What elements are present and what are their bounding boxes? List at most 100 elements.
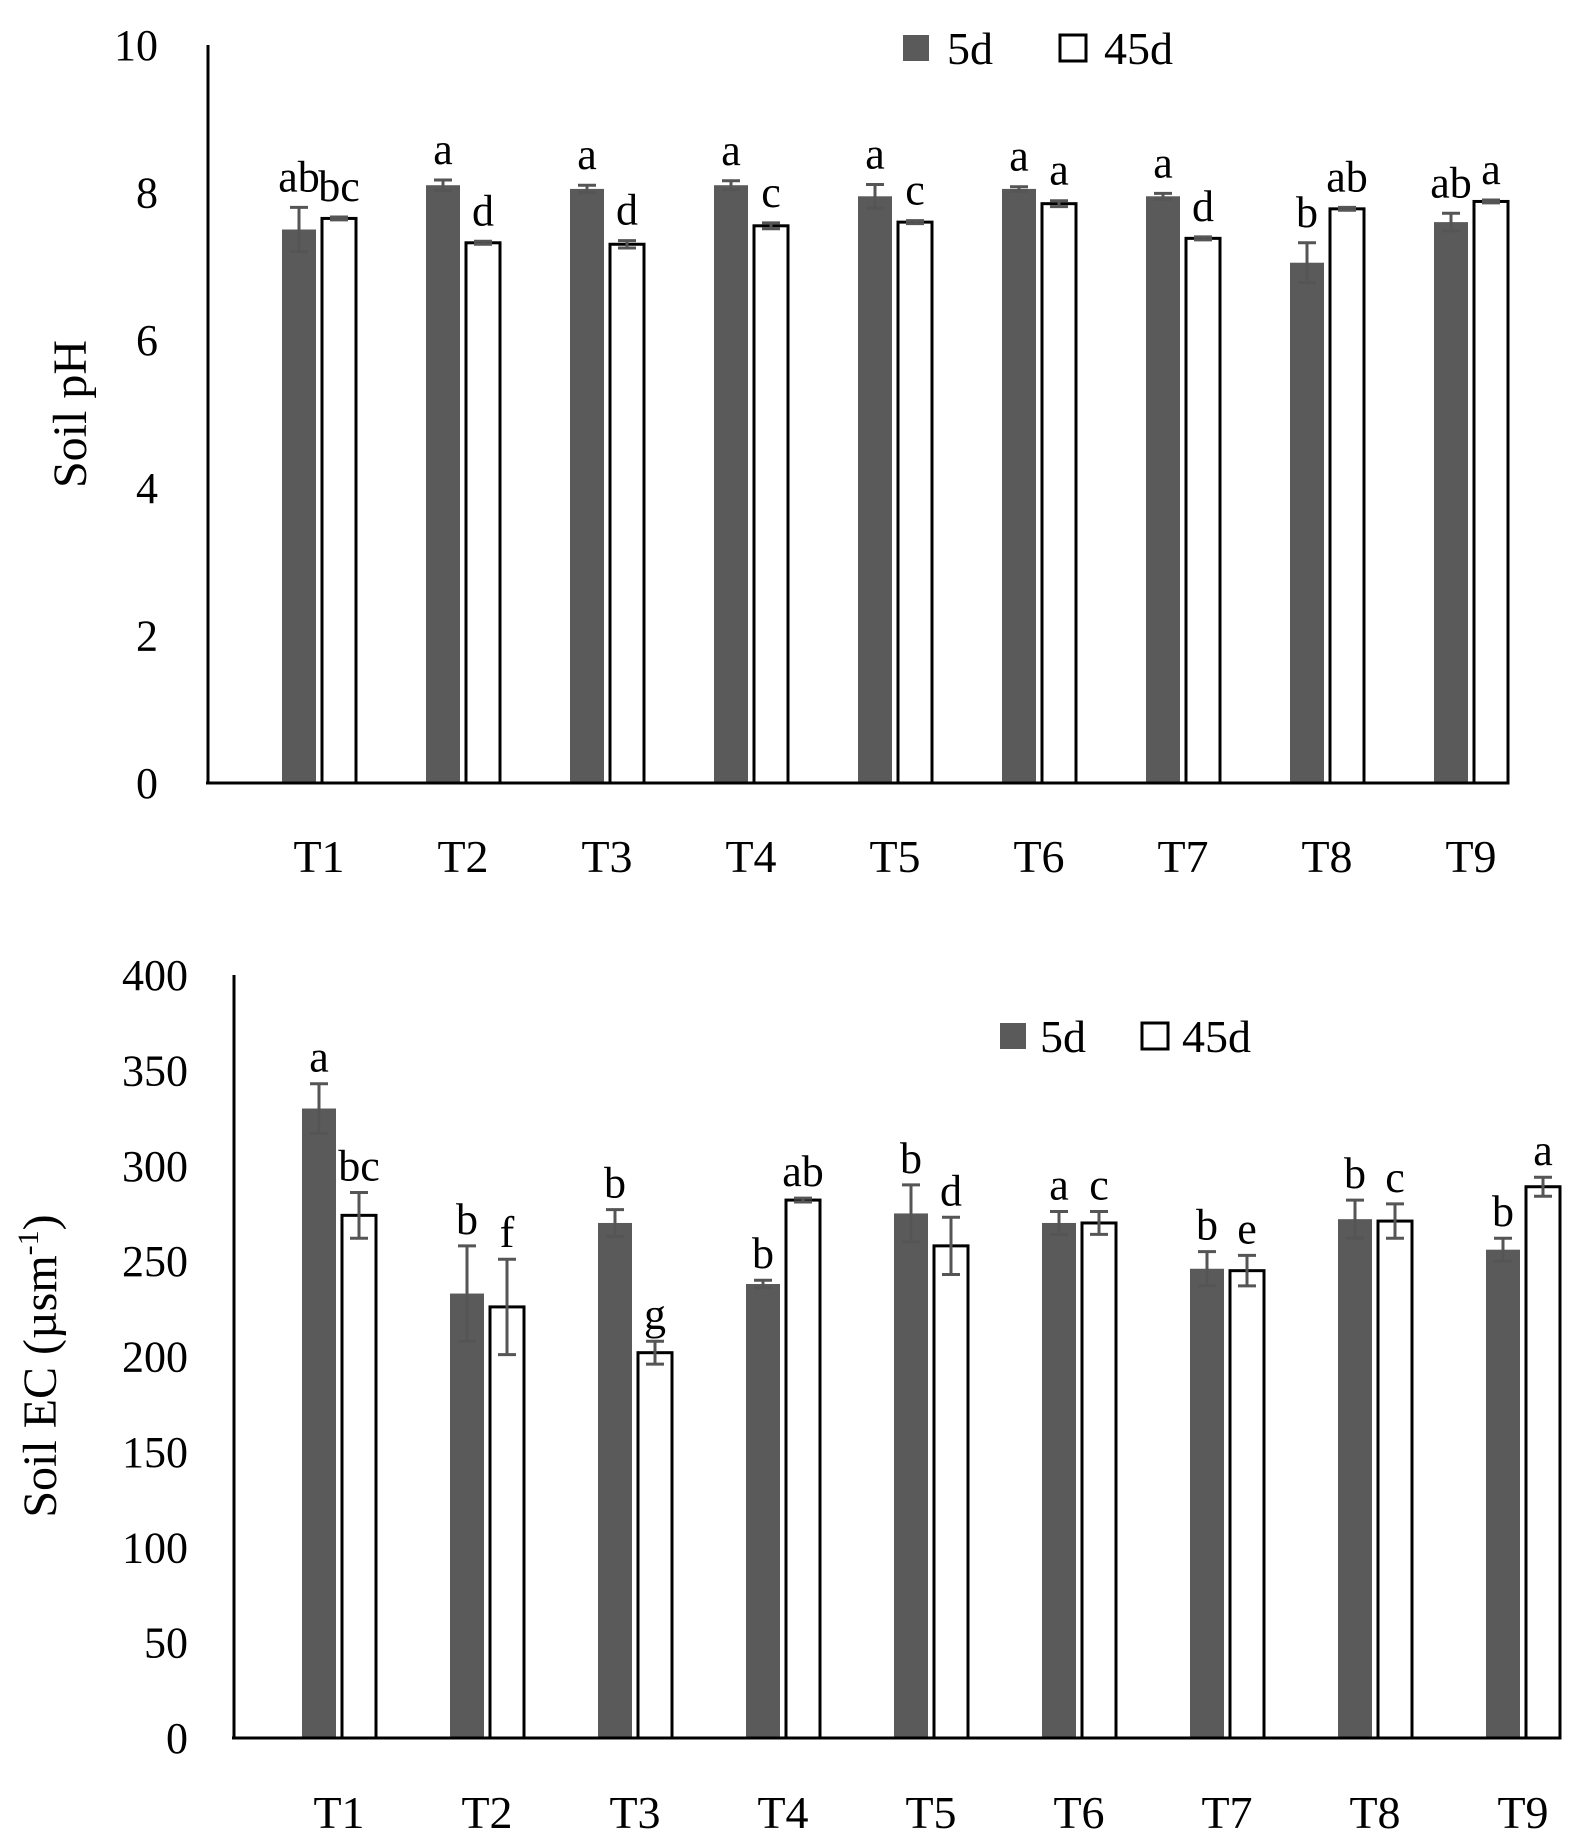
bar-45d-T3 [608,242,646,785]
sig-letter-45d-T3: d [616,186,638,235]
legend-swatch-45d [1140,1021,1170,1051]
bar-45d-T5 [932,1244,970,1740]
x-category-label: T2 [461,1787,512,1836]
bar-45d-T1 [340,1213,378,1740]
y-axis-title: Soil pH [44,340,97,488]
sig-letter-5d-T7: a [1153,138,1173,187]
sig-letter-45d-T4: ab [782,1147,824,1196]
legend-label-5d: 5d [947,23,993,74]
y-tick-label: 8 [136,169,158,218]
bar-5d-T9 [1434,222,1468,783]
y-tick-label: 100 [122,1523,188,1572]
y-tick-label: 0 [166,1714,188,1763]
y-axis-title-text: Soil pH [44,340,97,488]
y-tick-label: 0 [136,759,158,808]
legend-label-5d: 5d [1040,1011,1086,1062]
sig-letter-5d-T8: b [1296,188,1318,237]
y-axis-title: Soil EC (µsm-1) [12,1214,67,1517]
bar-45d-T9 [1472,199,1510,785]
bar-45d-T4 [752,224,790,785]
legend-label-45d: 45d [1104,23,1173,74]
sig-letter-45d-T5: c [905,166,925,215]
x-category-label: T6 [1053,1787,1104,1836]
bar-45d-T8 [1328,207,1366,785]
sig-letter-45d-T7: e [1237,1204,1257,1253]
sig-letter-5d-T3: a [577,130,597,179]
legend-swatch-45d [1058,33,1088,63]
bar-45d-T4 [784,1198,822,1740]
x-category-label: T8 [1349,1787,1400,1836]
sig-letter-5d-T5: b [900,1134,922,1183]
bar-5d-T3 [570,188,604,783]
x-category-label: T2 [437,831,488,882]
sig-letter-45d-T6: c [1089,1161,1109,1210]
sig-letter-5d-T7: b [1196,1201,1218,1250]
sig-letter-45d-T1: bc [338,1141,380,1190]
x-category-label: T3 [609,1787,660,1836]
bar-45d-T3 [636,1351,674,1740]
y-axis-title-superscript: -1 [12,1230,45,1255]
sig-letter-5d-T5: a [865,129,885,178]
y-tick-label: 200 [122,1333,188,1382]
bar-5d-T4 [714,185,748,784]
bar-5d-T7 [1190,1268,1224,1738]
y-tick-label: 10 [114,21,158,70]
sig-letter-5d-T6: a [1049,1161,1069,1210]
bar-5d-T1 [302,1108,336,1738]
sig-letter-5d-T8: b [1344,1149,1366,1198]
bar-45d-T1 [320,216,358,785]
x-category-label: T7 [1201,1787,1252,1836]
sig-letter-45d-T1: bc [318,162,360,211]
bar-45d-T7 [1184,236,1222,785]
bar-5d-T8 [1290,262,1324,784]
y-tick-label: 4 [136,464,158,513]
bar-5d-T5 [858,196,892,784]
x-category-label: T4 [757,1787,808,1836]
sig-letter-5d-T9: b [1492,1187,1514,1236]
sig-letter-45d-T2: f [500,1208,515,1257]
x-category-label: T5 [869,831,920,882]
sig-letter-5d-T6: a [1009,132,1029,181]
x-category-label: T6 [1013,831,1064,882]
bar-45d-T2 [464,241,502,785]
bar-45d-T5 [896,220,934,785]
y-tick-label: 300 [122,1142,188,1191]
sig-letter-5d-T1: ab [278,152,320,201]
y-tick-label: 400 [122,951,188,1000]
sig-letter-5d-T4: a [721,126,741,175]
sig-letter-5d-T9: ab [1430,158,1472,207]
bar-5d-T1 [282,229,316,783]
chart-ec: 0 50 100 150 200 250 300 350 400 Soil EC (µsm-1) a… [12,951,1562,1838]
y-tick-label: 150 [122,1428,188,1477]
sig-letter-45d-T9: a [1533,1126,1553,1175]
bar-5d-T6 [1002,188,1036,783]
x-category-label: T9 [1497,1787,1548,1836]
sig-letter-5d-T2: b [456,1195,478,1244]
sig-letter-45d-T2: d [472,186,494,235]
legend-swatch-5d [903,35,929,61]
legend-label-45d: 45d [1182,1011,1251,1062]
y-tick-label: 250 [122,1237,188,1286]
bar-5d-T3 [598,1222,632,1738]
bar-5d-T7 [1146,196,1180,784]
sig-letter-45d-T7: d [1192,182,1214,231]
sig-letter-45d-T4: c [761,168,781,217]
y-tick-label: 2 [136,611,158,660]
bar-45d-T2 [488,1305,526,1740]
sig-letter-5d-T2: a [433,125,453,174]
y-tick-label: 6 [136,316,158,365]
bar-5d-T2 [450,1293,484,1738]
sig-letter-45d-T8: ab [1326,152,1368,201]
bar-5d-T6 [1042,1222,1076,1738]
y-axis-title-text: Soil EC (µsm [14,1255,67,1517]
y-tick-label: 50 [144,1619,188,1668]
sig-letter-5d-T4: b [752,1229,774,1278]
x-category-label: T7 [1157,831,1208,882]
x-category-label: T4 [725,831,776,882]
bar-45d-T7 [1228,1269,1266,1740]
y-tick-label: 350 [122,1046,188,1095]
x-category-label: T8 [1301,831,1352,882]
sig-letter-5d-T3: b [604,1159,626,1208]
